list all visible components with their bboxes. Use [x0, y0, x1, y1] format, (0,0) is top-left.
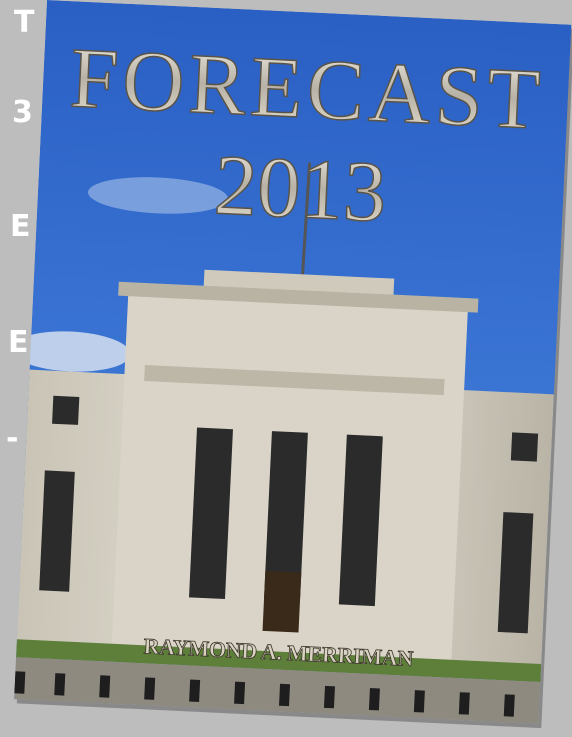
cloud	[87, 177, 228, 214]
entablature	[144, 365, 445, 396]
edge-letter: -	[6, 421, 18, 456]
cloud	[14, 331, 131, 372]
edge-letters: T 3 E E -	[6, 5, 35, 456]
cornice	[118, 281, 479, 313]
bollards	[14, 671, 515, 717]
door	[262, 570, 302, 633]
edge-letter: E	[8, 325, 29, 360]
edge-letter: 3	[12, 95, 33, 130]
edge-letter: T	[14, 5, 35, 40]
flagpole	[300, 162, 312, 288]
street	[14, 657, 541, 724]
cover-author: RAYMOND A. MERRIMAN	[143, 633, 414, 671]
edge-letter: E	[10, 209, 31, 244]
windows	[39, 395, 539, 634]
lawn	[16, 639, 542, 683]
cover-year: 2013	[212, 136, 388, 240]
